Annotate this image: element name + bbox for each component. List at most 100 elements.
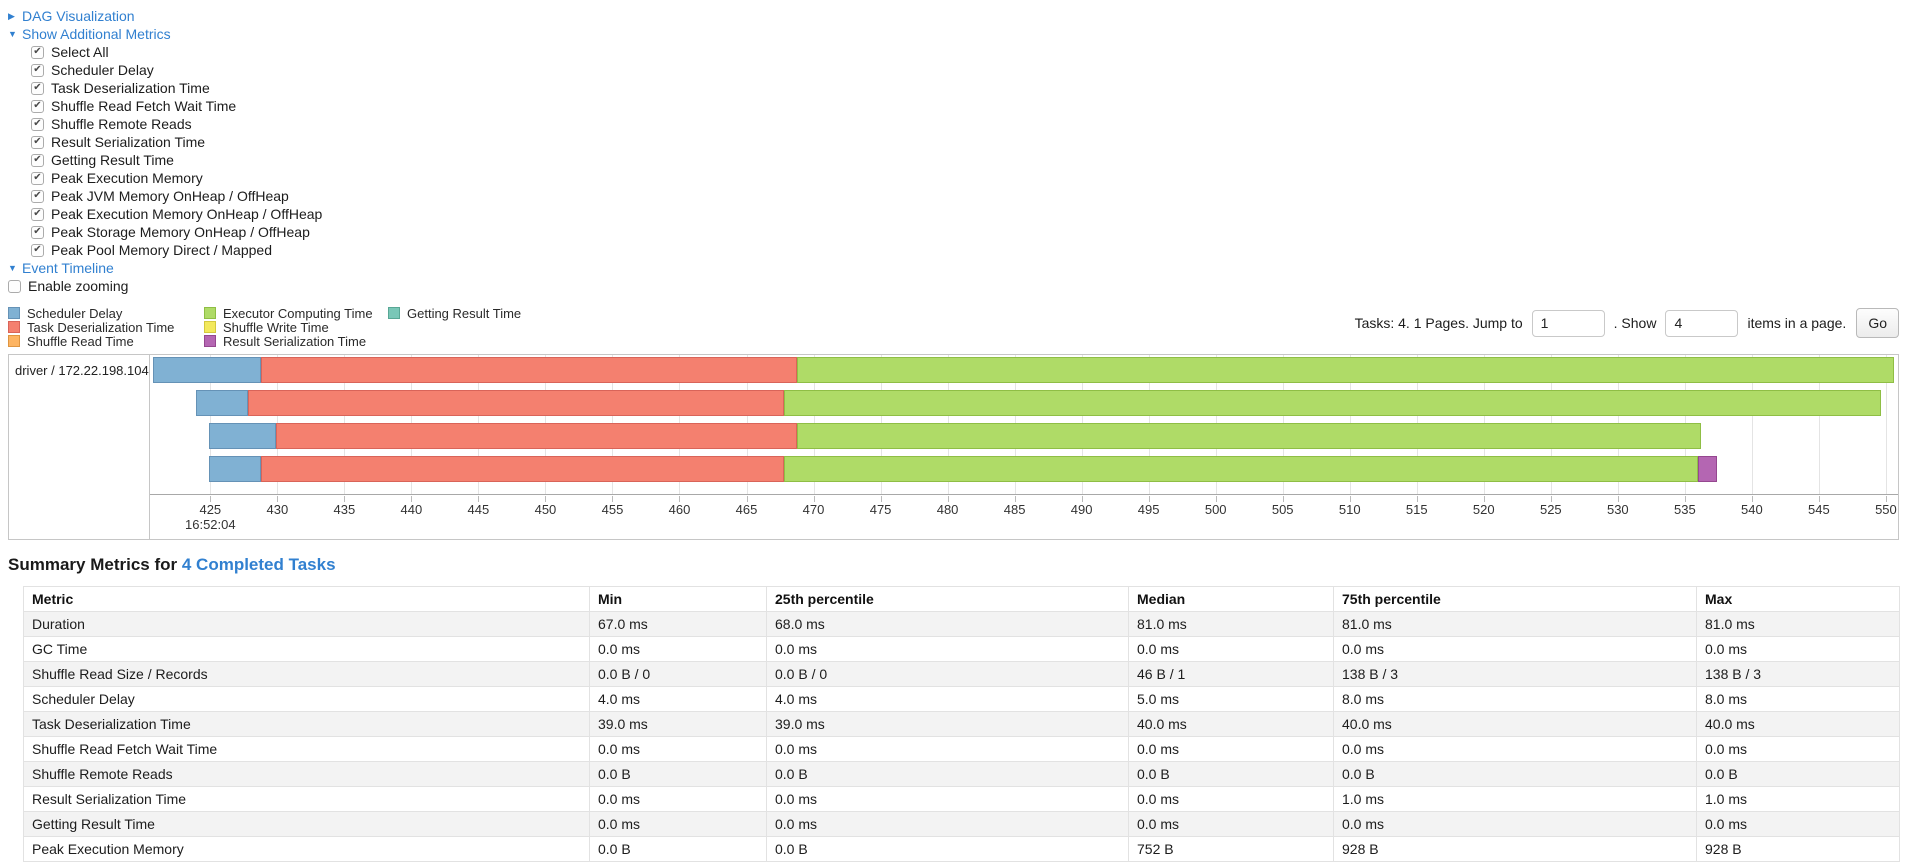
- metric-checkbox-row: ✔ Result Serialization Time: [8, 133, 1907, 151]
- executor-computing-time-bar-segment[interactable]: [797, 357, 1894, 383]
- legend-item-result-serialization-time: Result Serialization Time: [204, 333, 388, 349]
- legend-item-scheduler-delay: Scheduler Delay: [8, 306, 204, 321]
- checkbox-peak-execution-memory[interactable]: ✔: [31, 171, 44, 185]
- axis-tick-label: 540: [1741, 502, 1763, 517]
- expanded-arrow-icon: ▼: [8, 263, 17, 273]
- metric-checkbox-row: ✔ Shuffle Read Fetch Wait Time: [8, 97, 1907, 115]
- getting-result-time-swatch-icon: [388, 307, 400, 319]
- executor-computing-time-bar-segment[interactable]: [797, 423, 1701, 449]
- checkbox-peak-execution-memory-onheap-offheap[interactable]: ✔: [31, 207, 44, 221]
- dag-visualization-link[interactable]: DAG Visualization: [22, 8, 135, 24]
- task-deserialization-time-bar-segment[interactable]: [261, 456, 785, 482]
- column-header-25th-percentile: 25th percentile: [766, 586, 1129, 612]
- metric-value-cell: 40.0 ms: [1333, 711, 1697, 737]
- pagination-suffix-text: items in a page.: [1747, 315, 1847, 331]
- checkbox-getting-result-time[interactable]: ✔: [31, 153, 44, 167]
- checkbox-task-deserialization-time[interactable]: ✔: [31, 81, 44, 95]
- axis-tick-mark: [1684, 496, 1686, 502]
- show-additional-metrics-link[interactable]: Show Additional Metrics: [22, 26, 171, 42]
- metric-value-cell: 40.0 ms: [1696, 711, 1900, 737]
- scheduler-delay-bar-segment[interactable]: [152, 357, 262, 383]
- metric-value-cell: 46 B / 1: [1128, 661, 1334, 687]
- checkbox-label: Task Deserialization Time: [51, 80, 210, 96]
- axis-tick-mark: [478, 496, 480, 502]
- metric-value-cell: 68.0 ms: [766, 611, 1129, 637]
- items-per-page-input[interactable]: [1665, 309, 1739, 337]
- timeline-plot-area: 425 16:52:04 430 435 440 445 450 455 460 465 470 47…: [150, 355, 1898, 539]
- checkbox-label: Peak Execution Memory OnHeap / OffHeap: [51, 206, 323, 222]
- axis-tick-mark: [1014, 496, 1016, 502]
- task-deserialization-time-bar-segment[interactable]: [247, 390, 785, 416]
- pagination-prefix-text: Tasks: 4. 1 Pages. Jump to: [1354, 315, 1523, 331]
- axis-tick-label: 545: [1808, 502, 1830, 517]
- event-timeline-link[interactable]: Event Timeline: [22, 260, 114, 276]
- metric-value-cell: 0.0 ms: [1128, 811, 1334, 837]
- executor-computing-time-bar-segment[interactable]: [784, 390, 1881, 416]
- metric-name-cell: Shuffle Read Size / Records: [23, 661, 590, 687]
- scheduler-delay-bar-segment[interactable]: [208, 423, 276, 449]
- enable-zooming-checkbox[interactable]: [8, 279, 21, 293]
- metric-value-cell: 0.0 B: [1696, 761, 1900, 787]
- metric-value-cell: 5.0 ms: [1128, 686, 1334, 712]
- axis-tick-mark: [1215, 496, 1217, 502]
- checkbox-shuffle-remote-reads[interactable]: ✔: [31, 117, 44, 131]
- completed-tasks-link[interactable]: 4 Completed Tasks: [181, 555, 336, 574]
- scheduler-delay-bar-segment[interactable]: [208, 456, 262, 482]
- axis-tick-mark: [746, 496, 748, 502]
- task-deserialization-time-swatch-icon: [8, 321, 20, 333]
- metric-value-cell: 0.0 ms: [1696, 636, 1900, 662]
- metric-value-cell: 0.0 B / 0: [589, 661, 767, 687]
- metric-value-cell: 1.0 ms: [1696, 786, 1900, 812]
- axis-tick-label: 485: [1003, 502, 1026, 517]
- axis-tick-label: 435: [333, 502, 356, 517]
- checkbox-label: Peak Execution Memory: [51, 170, 203, 186]
- task-deserialization-time-bar-segment[interactable]: [261, 357, 798, 383]
- go-button[interactable]: Go: [1856, 308, 1899, 338]
- dag-visualization-toggle[interactable]: ▶ DAG Visualization: [8, 7, 1907, 25]
- shuffle-read-time-swatch-icon: [8, 335, 20, 347]
- checkbox-result-serialization-time[interactable]: ✔: [31, 135, 44, 149]
- metric-value-cell: 0.0 ms: [1128, 736, 1334, 762]
- checkbox-scheduler-delay[interactable]: ✔: [31, 63, 44, 77]
- checkbox-peak-pool-memory-direct-mapped[interactable]: ✔: [31, 243, 44, 257]
- task-deserialization-time-bar-segment[interactable]: [276, 423, 798, 449]
- metric-value-cell: 0.0 ms: [1333, 811, 1697, 837]
- legend-item-shuffle-write-time: Shuffle Write Time: [204, 320, 388, 335]
- legend-label: Result Serialization Time: [223, 333, 367, 349]
- executor-computing-time-bar-segment[interactable]: [784, 456, 1699, 482]
- checkbox-select-all[interactable]: ✔: [31, 45, 44, 59]
- show-additional-metrics-toggle[interactable]: ▼ Show Additional Metrics: [8, 25, 1907, 43]
- result-serialization-time-bar-segment[interactable]: [1698, 456, 1718, 482]
- metric-checkbox-row: ✔ Peak Storage Memory OnHeap / OffHeap: [8, 223, 1907, 241]
- metric-value-cell: 0.0 B: [766, 836, 1129, 862]
- table-row: Task Deserialization Time 39.0 ms 39.0 ms 4…: [23, 711, 1900, 737]
- scheduler-delay-bar-segment[interactable]: [195, 390, 248, 416]
- axis-tick-label: 445: [467, 502, 490, 517]
- axis-time-label: 16:52:04: [185, 517, 236, 532]
- metric-value-cell: 0.0 B: [1333, 761, 1697, 787]
- timeline-legend-bar: Scheduler Delay Task Deserialization Time…: [0, 295, 1907, 349]
- metric-value-cell: 39.0 ms: [589, 711, 767, 737]
- event-timeline-chart: driver / 172.22.198.104 425 16:52:04 430 43…: [8, 354, 1899, 540]
- summary-metrics-table: Metric Min 25th percentile Median 75th perce…: [23, 586, 1900, 862]
- checkbox-label: Scheduler Delay: [51, 62, 154, 78]
- gridline: [1751, 355, 1753, 494]
- metric-value-cell: 0.0 B: [766, 761, 1129, 787]
- metric-value-cell: 0.0 B / 0: [766, 661, 1129, 687]
- axis-tick-label: 455: [601, 502, 624, 517]
- metric-value-cell: 0.0 ms: [1128, 636, 1334, 662]
- checkbox-label: Peak Storage Memory OnHeap / OffHeap: [51, 224, 310, 240]
- checkbox-peak-storage-memory-onheap-offheap[interactable]: ✔: [31, 225, 44, 239]
- axis-tick-label: 430: [266, 502, 289, 517]
- checkbox-peak-jvm-memory-onheap-offheap[interactable]: ✔: [31, 189, 44, 203]
- checkbox-label: Shuffle Read Fetch Wait Time: [51, 98, 237, 114]
- legend-label: Executor Computing Time: [223, 305, 373, 321]
- pagination-middle-text: . Show: [1613, 315, 1657, 331]
- jump-to-page-input[interactable]: [1531, 309, 1605, 337]
- checkbox-shuffle-read-fetch-wait-time[interactable]: ✔: [31, 99, 44, 113]
- event-timeline-toggle[interactable]: ▼ Event Timeline: [8, 259, 1907, 277]
- metric-value-cell: 0.0 ms: [766, 736, 1129, 762]
- table-row: Getting Result Time 0.0 ms 0.0 ms 0.0 ms 0.0…: [23, 811, 1900, 837]
- metric-name-cell: Task Deserialization Time: [23, 711, 590, 737]
- metric-checkbox-row: ✔ Peak Execution Memory OnHeap / OffHeap: [8, 205, 1907, 223]
